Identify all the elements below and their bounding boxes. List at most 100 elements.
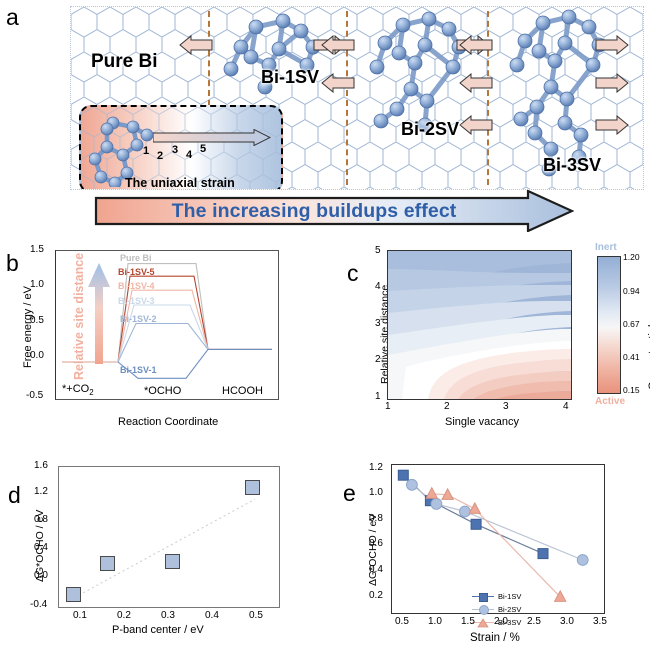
c-xlabel: Single vacancy [445,416,519,428]
inset-bi-ring [89,116,154,187]
b-series-label-1sv5: Bi-1SV-5 [118,267,155,277]
c-cbar-tick-120: 1.20 [623,252,640,262]
region-label-bi-2sv: Bi-2SV [401,119,460,139]
site-number-2: 2 [157,150,164,162]
b-energy-curves [62,263,272,379]
e-legend-swatch-3sv [472,618,494,628]
d-ytick-04: 0.4 [34,542,48,553]
d-xtick-03: 0.3 [161,610,175,621]
b-series-label-1sv1: Bi-1SV-1 [120,365,157,375]
b-series-label-1sv2: Bi-1SV-2 [120,314,157,324]
panel-d-label: d [8,482,21,508]
e-ylabel: ΔG*OCHO / eV [367,513,379,586]
panel-c-overpotential-heatmap: c Relative site distance 5 4 3 2 1 1 2 3… [325,240,650,450]
c-cbar-tick-094: 0.94 [623,286,640,296]
c-note-inert: Inert [595,242,617,253]
d-ytick-08: 0.8 [34,514,48,525]
c-cbar-tick-067: 0.67 [623,319,640,329]
b-ytick-1: 0.0 [30,350,44,361]
b-annotation-relative-site-distance: Relative site distance [72,252,86,380]
panel-b-free-energy-diagram: b 1.5 1.0 0.5 0.0 -0.5 Free energy / eV [0,240,325,450]
c-contour-fill [388,251,571,399]
d-point-3 [165,554,180,569]
e-plot-area: Bi-1SV Bi-2SV Bi-3SV [391,464,605,628]
panel-a-schematic: a [0,0,650,240]
b-series-label-1sv4: Bi-1SV-4 [118,281,155,291]
divider-1 [208,11,210,185]
d-xtick-05: 0.5 [249,610,263,621]
panel-a-canvas: Pure Bi Bi-1SV Bi-2SV Bi-3SV [70,6,644,190]
strain-arrow-right-3b [595,73,629,93]
c-ytick-5: 5 [375,245,381,256]
e-legend: Bi-1SV Bi-2SV Bi-3SV [472,590,521,629]
site-number-1: 1 [143,145,150,157]
c-xtick-1: 1 [385,401,391,412]
e-ytick-04: 0.4 [369,564,383,575]
d-xtick-04: 0.4 [205,610,219,621]
d-xlabel: P-band center / eV [112,624,204,636]
e-xtick-10: 1.0 [428,616,442,627]
e-xtick-35: 3.5 [593,616,607,627]
b-state-co2: *+CO2 [62,382,94,397]
d-point-1 [66,587,81,602]
relative-site-distance-arrow [88,263,110,364]
b-plot-area: Pure Bi Bi-1SV-5 Bi-1SV-4 Bi-1SV-3 Bi-1S… [55,250,279,400]
site-number-5: 5 [200,143,207,155]
c-colorbar-gradient [598,257,620,393]
bi-cluster-2sv [369,11,467,133]
e-legend-item-3sv: Bi-3SV [472,616,521,629]
panel-d-scaling-relation: d ΔG*OCHO / eV 1.6 1.2 0.8 0.4 0.0 -0.4 … [0,450,325,671]
e-series-lines [397,469,589,602]
strain-arrow-right-3c [595,115,629,135]
region-label-bi-3sv: Bi-3SV [543,155,602,175]
strain-arrow-left-3a [459,35,493,55]
c-xtick-4: 4 [563,401,569,412]
d-ytick-00: 0.0 [34,570,48,581]
strain-arrow-left-1 [179,35,213,55]
e-xtick-20: 2.0 [494,616,508,627]
b-ytick-4: 1.5 [30,244,44,255]
region-label-bi-1sv: Bi-1SV [261,67,320,87]
d-ytick-16: 1.6 [34,460,48,471]
e-ytick-08: 0.8 [369,513,383,524]
b-ytick-0: -0.5 [26,390,44,401]
d-xtick-02: 0.2 [117,610,131,621]
d-xtick-01: 0.1 [73,610,87,621]
b-ytick-3: 1.0 [30,279,44,290]
e-legend-label-2sv: Bi-2SV [498,605,522,614]
b-series-label-pure-bi: Pure Bi [120,253,152,263]
e-legend-item-2sv: Bi-2SV [472,603,521,616]
strain-arrow-left-2b [321,73,355,93]
site-number-3: 3 [172,144,179,156]
inset-caption: The uniaxial strain [125,176,235,190]
strain-arrow-left-2a [321,35,355,55]
b-ytick-2: 0.5 [30,315,44,326]
c-cbar-tick-015: 0.15 [623,385,640,395]
triangle-marker-icon [477,618,489,628]
uniaxial-strain-arrow [153,129,271,146]
b-xlabel: Reaction Coordinate [118,416,219,428]
b-state-hcooh: HCOOH [222,385,263,397]
c-plot-area [387,250,572,400]
c-ytick-3: 3 [375,318,381,329]
panel-e-strain-vs-dg: e ΔG*OCHO / eV 1.2 1.0 0.8 0.6 0.4 0.2 [325,450,650,671]
uniaxial-strain-inset: 1 2 3 4 5 The uniaxial strain [79,105,283,190]
region-label-pure-bi: Pure Bi [91,51,158,72]
d-point-4 [245,480,260,495]
e-xtick-30: 3.0 [560,616,574,627]
c-ytick-4: 4 [375,281,381,292]
e-legend-item-1sv: Bi-1SV [472,590,521,603]
c-xtick-2: 2 [444,401,450,412]
e-ytick-06: 0.6 [369,538,383,549]
e-ytick-12: 1.2 [369,462,383,473]
b-ylabel: Free energy / eV [22,286,34,368]
d-trendline [69,498,256,601]
panel-a-label: a [6,4,19,30]
d-plot-area [58,466,280,608]
e-xtick-25: 2.5 [527,616,541,627]
c-colorbar [597,256,621,394]
b-series-label-1sv3: Bi-1SV-3 [118,296,155,306]
c-xtick-3: 3 [503,401,509,412]
strain-arrow-left-3c [459,115,493,135]
divider-2 [346,11,348,185]
